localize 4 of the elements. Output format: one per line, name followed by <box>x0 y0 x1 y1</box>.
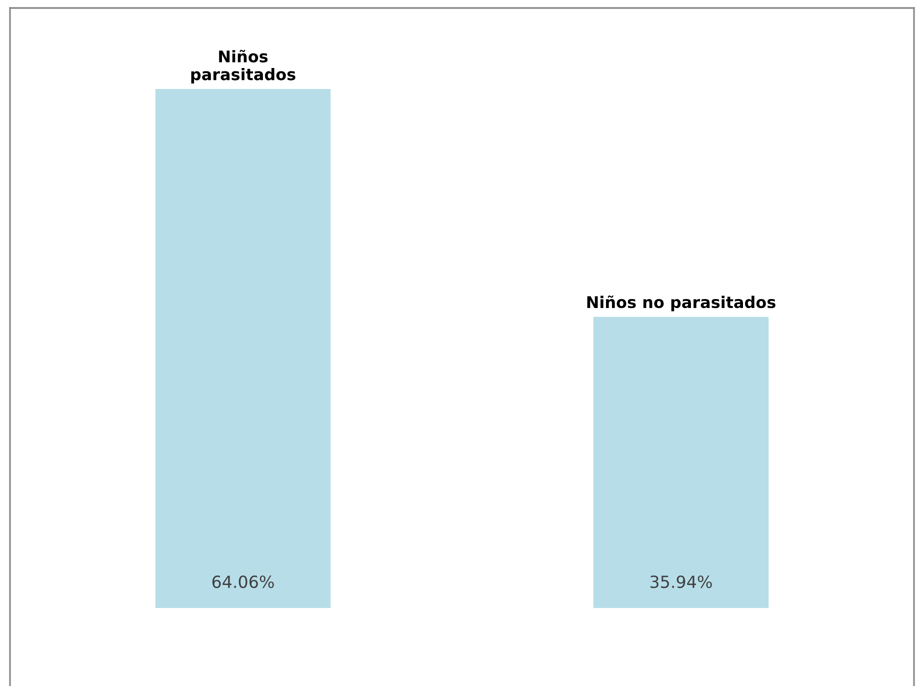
data-label: 64.06% <box>212 575 274 588</box>
x-tick-label: Niños parasitados <box>191 50 296 84</box>
x-tick-label: Niños no parasitados <box>587 296 776 312</box>
data-label: 35.94% <box>650 575 712 588</box>
